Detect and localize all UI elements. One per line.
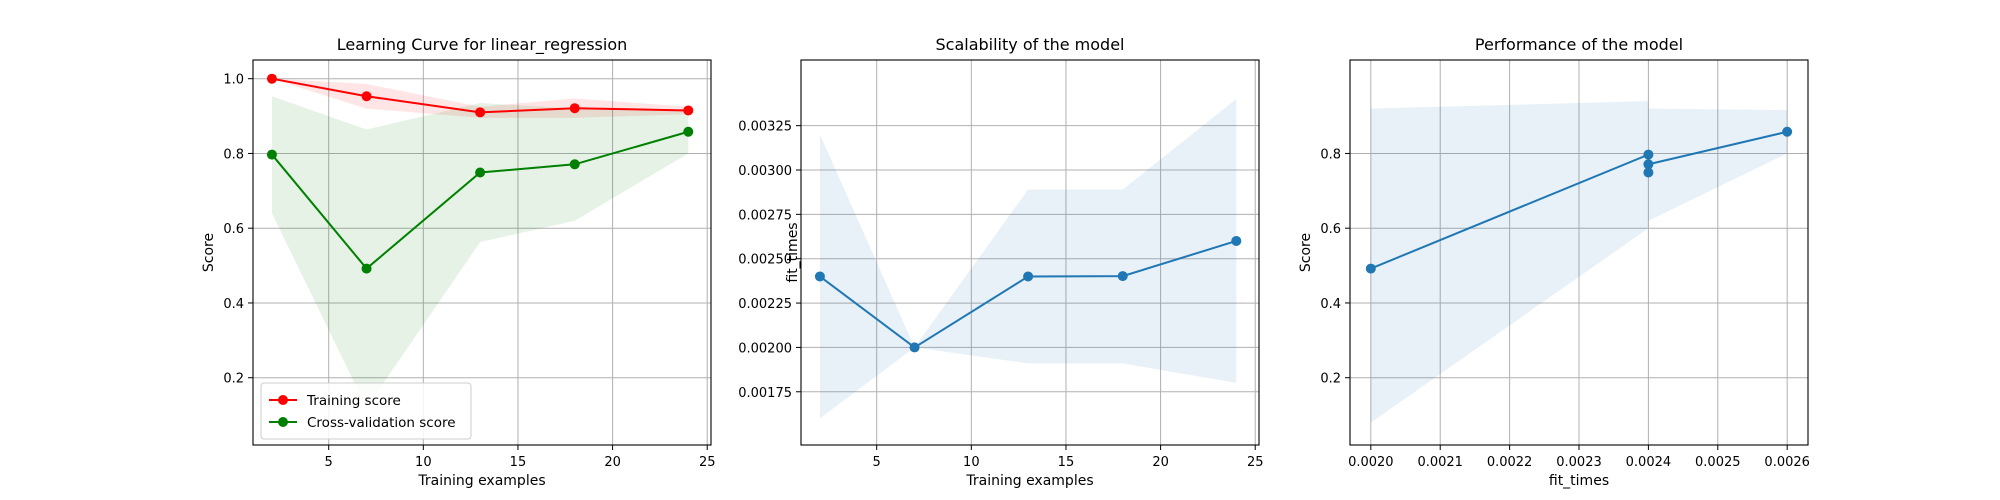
x-tick-label: 0.0020 bbox=[1348, 455, 1394, 470]
confidence-band-1 bbox=[819, 99, 1237, 419]
x-axis-label: fit_times bbox=[1549, 473, 1609, 489]
x-tick-label: 0.0021 bbox=[1417, 455, 1463, 470]
x-tick-label: 5 bbox=[325, 455, 333, 470]
y-tick-label: 0.6 bbox=[223, 222, 244, 237]
x-tick-label: 0.0023 bbox=[1556, 455, 1602, 470]
y-tick-label: 0.2 bbox=[223, 372, 244, 387]
axes-frame bbox=[252, 59, 712, 446]
y-tick-label: 0.4 bbox=[1320, 297, 1341, 312]
y-tick-label: 0.00200 bbox=[738, 341, 792, 356]
x-axis-label: Training examples bbox=[965, 473, 1093, 489]
y-tick-label: 0.00300 bbox=[738, 164, 792, 179]
y-tick-label: 0.00325 bbox=[738, 120, 792, 135]
data-point bbox=[1023, 271, 1034, 282]
y-axis-label: fit_times bbox=[785, 222, 801, 282]
chart-title: Performance of the model bbox=[1475, 35, 1683, 54]
data-point bbox=[361, 263, 372, 274]
y-tick-label: 0.4 bbox=[223, 297, 244, 312]
y-axis-label: Score bbox=[201, 233, 217, 272]
axes-frame bbox=[800, 59, 1260, 446]
data-point bbox=[569, 103, 580, 114]
confidence-band-1 bbox=[1370, 101, 1788, 423]
chart-panel-1: 5 10 15 20 25 0.2 0.4 0.6 0.8 1.0 Learning Curve f… bbox=[201, 35, 715, 489]
x-tick-label: 25 bbox=[699, 455, 716, 470]
y-tick-label: 1.0 bbox=[223, 73, 244, 88]
y-tick-label: 0.00275 bbox=[738, 208, 792, 223]
x-tick-label: 5 bbox=[873, 455, 881, 470]
chart-panel-3: 0.0020 0.0021 0.0022 0.0023 0.0024 0.0025 0.00… bbox=[1298, 35, 1810, 489]
data-point bbox=[814, 271, 825, 282]
y-tick-label: 0.8 bbox=[223, 147, 244, 162]
y-tick-label: 0.2 bbox=[1320, 372, 1341, 387]
data-point bbox=[475, 107, 486, 118]
y-tick-label: 0.8 bbox=[1320, 147, 1341, 162]
data-point bbox=[683, 105, 694, 116]
x-tick-label: 15 bbox=[510, 455, 527, 470]
legend-entry-label: Cross-validation score bbox=[307, 415, 456, 431]
legend-box bbox=[260, 382, 472, 440]
data-point bbox=[1231, 235, 1242, 246]
x-tick-label: 10 bbox=[415, 455, 432, 470]
data-point bbox=[1643, 159, 1654, 170]
data-point bbox=[1643, 149, 1654, 160]
x-tick-label: 0.0026 bbox=[1764, 455, 1810, 470]
y-tick-label: 0.00225 bbox=[738, 297, 792, 312]
data-point bbox=[683, 126, 694, 137]
y-tick-label: 0.6 bbox=[1320, 222, 1341, 237]
legend-swatch-marker bbox=[278, 395, 288, 405]
chart-title: Scalability of the model bbox=[936, 35, 1125, 54]
x-tick-label: 20 bbox=[604, 455, 621, 470]
data-point bbox=[909, 342, 920, 353]
data-point bbox=[266, 149, 277, 160]
x-tick-label: 25 bbox=[1247, 455, 1264, 470]
data-point bbox=[1117, 271, 1128, 282]
confidence-band-2 bbox=[271, 96, 689, 408]
x-tick-label: 15 bbox=[1058, 455, 1075, 470]
chart-panel-2: 5 10 15 20 25 0.00175 0.00200 0.00225 0.00250 0.0… bbox=[738, 35, 1263, 489]
chart-title: Learning Curve for linear_regression bbox=[337, 35, 628, 55]
x-tick-label: 20 bbox=[1152, 455, 1169, 470]
y-tick-label: 0.00175 bbox=[738, 386, 792, 401]
x-tick-label: 0.0025 bbox=[1695, 455, 1741, 470]
data-point bbox=[475, 167, 486, 178]
y-axis-label: Score bbox=[1298, 233, 1314, 272]
x-tick-label: 0.0024 bbox=[1626, 455, 1672, 470]
legend-entry-label: Training score bbox=[306, 393, 401, 409]
data-point bbox=[266, 73, 277, 84]
data-point bbox=[1643, 167, 1654, 178]
x-tick-label: 0.0022 bbox=[1487, 455, 1533, 470]
x-axis-label: Training examples bbox=[417, 473, 545, 489]
data-point bbox=[361, 91, 372, 102]
y-tick-label: 0.00250 bbox=[738, 253, 792, 268]
x-tick-label: 10 bbox=[963, 455, 980, 470]
data-point bbox=[1365, 263, 1376, 274]
data-point bbox=[569, 159, 580, 170]
legend-swatch-marker bbox=[278, 417, 288, 427]
data-point bbox=[1782, 126, 1793, 137]
